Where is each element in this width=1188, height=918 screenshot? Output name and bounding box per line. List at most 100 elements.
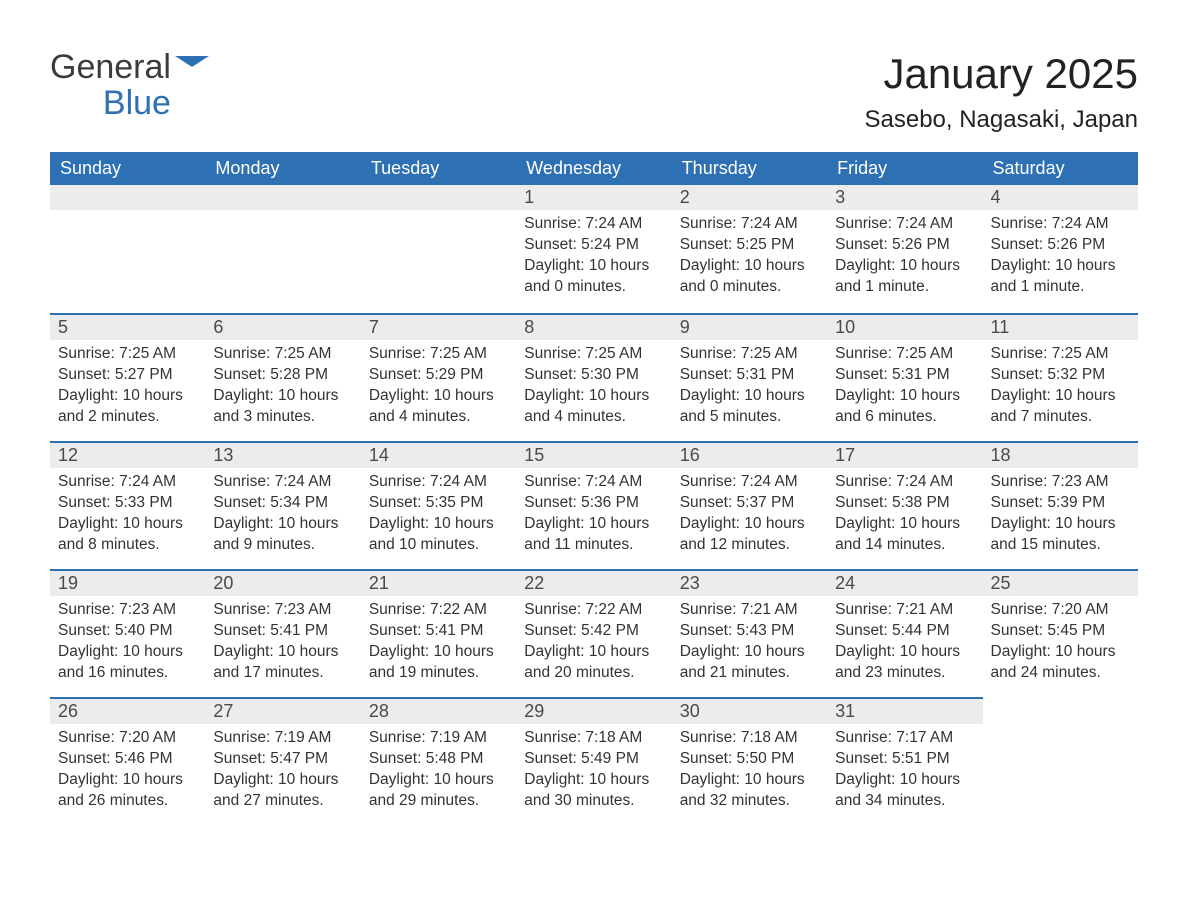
- day-details: Sunrise: 7:23 AMSunset: 5:39 PMDaylight:…: [983, 468, 1138, 564]
- sunrise-text: Sunrise: 7:22 AM: [524, 600, 663, 621]
- day-number: 6: [205, 313, 360, 340]
- logo: General Blue: [50, 50, 209, 121]
- daylight-text-1: Daylight: 10 hours: [524, 642, 663, 663]
- weekday-header-row: Sunday Monday Tuesday Wednesday Thursday…: [50, 152, 1138, 185]
- calendar-cell: 24Sunrise: 7:21 AMSunset: 5:44 PMDayligh…: [827, 569, 982, 697]
- sunrise-text: Sunrise: 7:22 AM: [369, 600, 508, 621]
- calendar-cell: 17Sunrise: 7:24 AMSunset: 5:38 PMDayligh…: [827, 441, 982, 569]
- day-number: 2: [672, 185, 827, 210]
- day-number: 16: [672, 441, 827, 468]
- header: General Blue January 2025 Sasebo, Nagasa…: [50, 50, 1138, 134]
- calendar-cell: 20Sunrise: 7:23 AMSunset: 5:41 PMDayligh…: [205, 569, 360, 697]
- calendar-cell: 15Sunrise: 7:24 AMSunset: 5:36 PMDayligh…: [516, 441, 671, 569]
- sunrise-text: Sunrise: 7:25 AM: [213, 344, 352, 365]
- day-details: Sunrise: 7:22 AMSunset: 5:42 PMDaylight:…: [516, 596, 671, 692]
- calendar-cell: 30Sunrise: 7:18 AMSunset: 5:50 PMDayligh…: [672, 697, 827, 825]
- calendar-cell: [361, 185, 516, 313]
- sunset-text: Sunset: 5:24 PM: [524, 235, 663, 256]
- day-details: Sunrise: 7:25 AMSunset: 5:30 PMDaylight:…: [516, 340, 671, 436]
- daylight-text-2: and 6 minutes.: [835, 407, 974, 428]
- day-number: 17: [827, 441, 982, 468]
- day-number: 27: [205, 697, 360, 724]
- sunrise-text: Sunrise: 7:20 AM: [991, 600, 1130, 621]
- daylight-text-1: Daylight: 10 hours: [991, 514, 1130, 535]
- daylight-text-2: and 7 minutes.: [991, 407, 1130, 428]
- weekday-header: Saturday: [983, 152, 1138, 185]
- title-block: January 2025 Sasebo, Nagasaki, Japan: [864, 50, 1138, 134]
- flag-icon: [175, 56, 209, 83]
- day-number: 13: [205, 441, 360, 468]
- calendar-body: 1Sunrise: 7:24 AMSunset: 5:24 PMDaylight…: [50, 185, 1138, 825]
- sunset-text: Sunset: 5:40 PM: [58, 621, 197, 642]
- daylight-text-2: and 16 minutes.: [58, 663, 197, 684]
- sunset-text: Sunset: 5:31 PM: [835, 365, 974, 386]
- day-details: Sunrise: 7:24 AMSunset: 5:24 PMDaylight:…: [516, 210, 671, 306]
- day-details: Sunrise: 7:21 AMSunset: 5:43 PMDaylight:…: [672, 596, 827, 692]
- daylight-text-1: Daylight: 10 hours: [835, 642, 974, 663]
- calendar-cell: 11Sunrise: 7:25 AMSunset: 5:32 PMDayligh…: [983, 313, 1138, 441]
- daylight-text-1: Daylight: 10 hours: [680, 386, 819, 407]
- calendar-cell: 31Sunrise: 7:17 AMSunset: 5:51 PMDayligh…: [827, 697, 982, 825]
- daylight-text-1: Daylight: 10 hours: [524, 256, 663, 277]
- sunset-text: Sunset: 5:48 PM: [369, 749, 508, 770]
- sunrise-text: Sunrise: 7:24 AM: [680, 214, 819, 235]
- daylight-text-2: and 32 minutes.: [680, 791, 819, 812]
- daylight-text-2: and 2 minutes.: [58, 407, 197, 428]
- sunrise-text: Sunrise: 7:18 AM: [680, 728, 819, 749]
- day-number: 26: [50, 697, 205, 724]
- calendar-cell: 28Sunrise: 7:19 AMSunset: 5:48 PMDayligh…: [361, 697, 516, 825]
- calendar-cell: 6Sunrise: 7:25 AMSunset: 5:28 PMDaylight…: [205, 313, 360, 441]
- sunset-text: Sunset: 5:45 PM: [991, 621, 1130, 642]
- calendar-cell: 4Sunrise: 7:24 AMSunset: 5:26 PMDaylight…: [983, 185, 1138, 313]
- sunset-text: Sunset: 5:35 PM: [369, 493, 508, 514]
- day-details: Sunrise: 7:18 AMSunset: 5:49 PMDaylight:…: [516, 724, 671, 820]
- weekday-header: Thursday: [672, 152, 827, 185]
- daylight-text-1: Daylight: 10 hours: [213, 642, 352, 663]
- sunset-text: Sunset: 5:32 PM: [991, 365, 1130, 386]
- daylight-text-1: Daylight: 10 hours: [835, 514, 974, 535]
- calendar-cell: 19Sunrise: 7:23 AMSunset: 5:40 PMDayligh…: [50, 569, 205, 697]
- sunset-text: Sunset: 5:28 PM: [213, 365, 352, 386]
- calendar-cell: 25Sunrise: 7:20 AMSunset: 5:45 PMDayligh…: [983, 569, 1138, 697]
- day-number: 1: [516, 185, 671, 210]
- day-details: Sunrise: 7:24 AMSunset: 5:26 PMDaylight:…: [983, 210, 1138, 306]
- daylight-text-2: and 1 minute.: [991, 277, 1130, 298]
- sunset-text: Sunset: 5:34 PM: [213, 493, 352, 514]
- sunrise-text: Sunrise: 7:24 AM: [835, 472, 974, 493]
- calendar-cell: [983, 697, 1138, 825]
- day-details: Sunrise: 7:25 AMSunset: 5:28 PMDaylight:…: [205, 340, 360, 436]
- sunset-text: Sunset: 5:47 PM: [213, 749, 352, 770]
- daylight-text-2: and 30 minutes.: [524, 791, 663, 812]
- day-number: 18: [983, 441, 1138, 468]
- calendar-cell: 23Sunrise: 7:21 AMSunset: 5:43 PMDayligh…: [672, 569, 827, 697]
- daylight-text-1: Daylight: 10 hours: [58, 386, 197, 407]
- calendar-row: 12Sunrise: 7:24 AMSunset: 5:33 PMDayligh…: [50, 441, 1138, 569]
- day-number: 15: [516, 441, 671, 468]
- daylight-text-2: and 0 minutes.: [680, 277, 819, 298]
- sunrise-text: Sunrise: 7:25 AM: [680, 344, 819, 365]
- sunset-text: Sunset: 5:43 PM: [680, 621, 819, 642]
- day-number: 29: [516, 697, 671, 724]
- day-details: Sunrise: 7:24 AMSunset: 5:33 PMDaylight:…: [50, 468, 205, 564]
- day-number: 11: [983, 313, 1138, 340]
- day-number: 23: [672, 569, 827, 596]
- daylight-text-1: Daylight: 10 hours: [680, 770, 819, 791]
- calendar-cell: 2Sunrise: 7:24 AMSunset: 5:25 PMDaylight…: [672, 185, 827, 313]
- daylight-text-2: and 14 minutes.: [835, 535, 974, 556]
- daylight-text-2: and 19 minutes.: [369, 663, 508, 684]
- sunset-text: Sunset: 5:39 PM: [991, 493, 1130, 514]
- day-number: 30: [672, 697, 827, 724]
- calendar-cell: 16Sunrise: 7:24 AMSunset: 5:37 PMDayligh…: [672, 441, 827, 569]
- daylight-text-1: Daylight: 10 hours: [835, 770, 974, 791]
- calendar-cell: 10Sunrise: 7:25 AMSunset: 5:31 PMDayligh…: [827, 313, 982, 441]
- calendar-cell: 29Sunrise: 7:18 AMSunset: 5:49 PMDayligh…: [516, 697, 671, 825]
- day-details: Sunrise: 7:22 AMSunset: 5:41 PMDaylight:…: [361, 596, 516, 692]
- calendar-row: 1Sunrise: 7:24 AMSunset: 5:24 PMDaylight…: [50, 185, 1138, 313]
- daylight-text-2: and 24 minutes.: [991, 663, 1130, 684]
- sunrise-text: Sunrise: 7:25 AM: [524, 344, 663, 365]
- sunrise-text: Sunrise: 7:25 AM: [58, 344, 197, 365]
- sunrise-text: Sunrise: 7:24 AM: [524, 214, 663, 235]
- daylight-text-1: Daylight: 10 hours: [213, 770, 352, 791]
- sunset-text: Sunset: 5:41 PM: [369, 621, 508, 642]
- weekday-header: Friday: [827, 152, 982, 185]
